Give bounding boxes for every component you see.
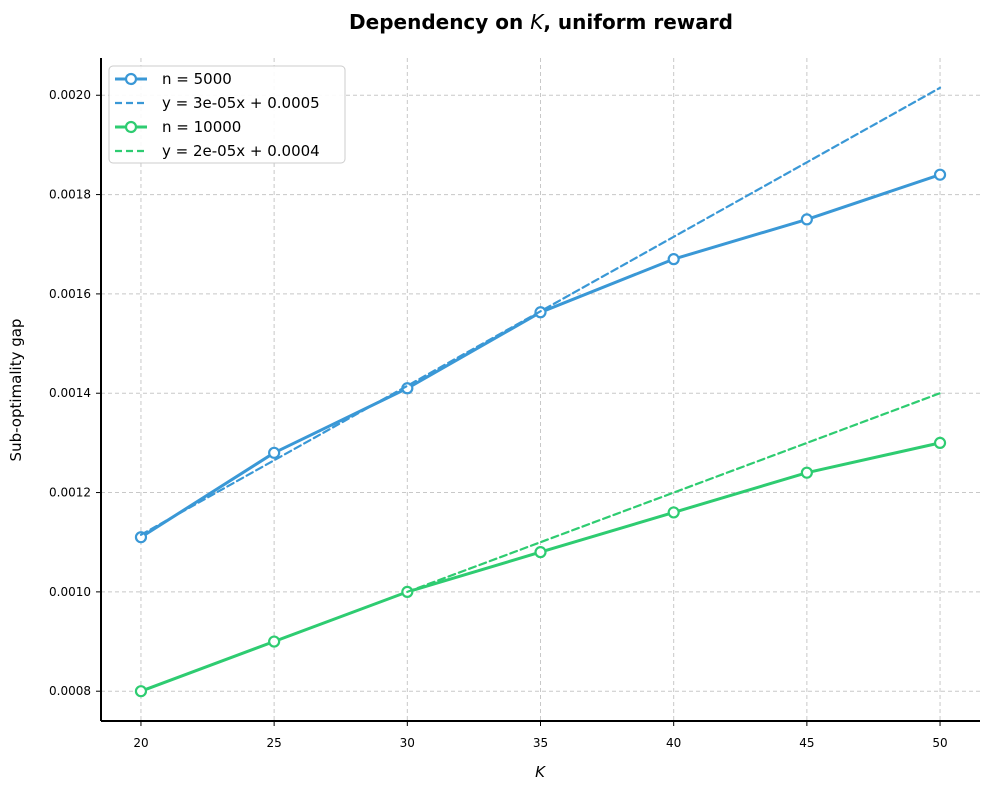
y-axis-label: Sub-optimality gap xyxy=(7,319,25,462)
data-point xyxy=(134,531,148,544)
y-tick-label: 0.0016 xyxy=(49,287,91,301)
x-tick-label: 50 xyxy=(932,736,947,750)
data-point xyxy=(800,466,813,479)
data-point xyxy=(933,168,947,181)
x-tick-label: 35 xyxy=(533,736,548,750)
chart-title: Dependency on K, uniform reward xyxy=(349,10,733,34)
y-tick-label: 0.0020 xyxy=(49,88,91,102)
x-tick-label: 40 xyxy=(666,736,681,750)
x-tick-label: 30 xyxy=(400,736,415,750)
legend-item: n = 5000 xyxy=(115,70,232,88)
data-point xyxy=(134,685,148,698)
y-axis-ticks: 0.0008 0.0010 0.0012 0.0014 0.0016 0.0018 0.00… xyxy=(49,88,101,698)
x-tick-label: 25 xyxy=(266,736,281,750)
y-tick-label: 0.0018 xyxy=(49,188,91,202)
legend-label: n = 5000 xyxy=(162,70,232,88)
legend-item: y = 2e-05x + 0.0004 xyxy=(115,142,320,160)
data-point xyxy=(667,253,680,266)
legend-marker xyxy=(124,72,138,86)
data-point xyxy=(534,546,547,559)
fit-line xyxy=(139,86,942,536)
data-point xyxy=(800,213,813,226)
x-axis-label: K xyxy=(535,763,546,781)
legend: n = 5000 y = 3e-05x + 0.0005 n = 10000 y = … xyxy=(108,65,346,164)
series-1 xyxy=(139,86,942,536)
legend-box xyxy=(108,65,346,164)
data-point xyxy=(667,506,680,519)
data-point xyxy=(268,635,281,648)
y-tick-label: 0.0010 xyxy=(49,585,91,599)
data-point xyxy=(268,446,281,459)
x-axis-ticks: 20 25 30 35 40 45 50 xyxy=(133,721,948,750)
series-layer xyxy=(134,86,947,698)
series-3 xyxy=(406,392,942,594)
legend-label: y = 2e-05x + 0.0004 xyxy=(162,142,320,160)
data-point xyxy=(933,436,947,449)
fit-line xyxy=(406,392,942,594)
y-tick-label: 0.0014 xyxy=(49,386,91,400)
y-tick-label: 0.0008 xyxy=(49,684,91,698)
legend-item: n = 10000 xyxy=(115,118,241,136)
legend-item: y = 3e-05x + 0.0005 xyxy=(115,94,320,112)
legend-label: y = 3e-05x + 0.0005 xyxy=(162,94,320,112)
legend-marker xyxy=(124,120,138,134)
y-tick-label: 0.0012 xyxy=(49,486,91,500)
legend-label: n = 10000 xyxy=(162,118,241,136)
x-tick-label: 20 xyxy=(133,736,148,750)
series-2 xyxy=(134,436,947,698)
x-tick-label: 45 xyxy=(799,736,814,750)
